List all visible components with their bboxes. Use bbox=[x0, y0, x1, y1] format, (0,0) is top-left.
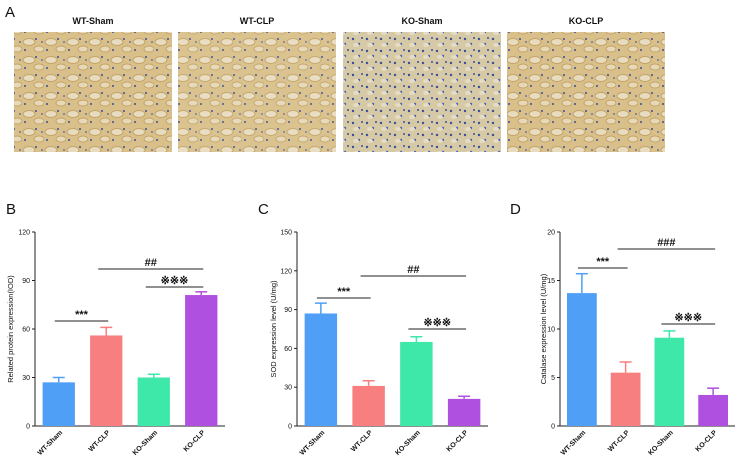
significance-label: ## bbox=[145, 257, 157, 269]
bar bbox=[610, 372, 641, 426]
y-axis-label: Catalase expression level (U/mg) bbox=[539, 273, 548, 384]
y-tick-label: 120 bbox=[280, 268, 292, 275]
panel-label: C bbox=[258, 201, 269, 218]
y-tick-label: 30 bbox=[22, 375, 30, 382]
micrograph bbox=[14, 32, 172, 152]
y-axis-label: SOD expression level (U/mg) bbox=[269, 280, 278, 378]
image-label: WT-CLP bbox=[240, 16, 275, 26]
bar bbox=[90, 335, 123, 426]
y-tick-label: 90 bbox=[284, 307, 292, 314]
image-label: KO-CLP bbox=[569, 16, 604, 26]
y-tick-label: 20 bbox=[547, 230, 555, 237]
bar bbox=[137, 377, 170, 426]
x-tick-label: KO-Sham bbox=[647, 429, 675, 457]
significance-label: ※※※ bbox=[423, 317, 451, 329]
bar bbox=[447, 398, 481, 426]
image-label: KO-Sham bbox=[401, 16, 442, 26]
y-tick-label: 30 bbox=[284, 385, 292, 392]
x-tick-label: WT-Sham bbox=[299, 429, 326, 456]
x-tick-label: WT-CLP bbox=[88, 429, 112, 453]
bar bbox=[185, 295, 218, 426]
bar bbox=[400, 341, 433, 426]
x-tick-label: KO-CLP bbox=[695, 429, 719, 453]
y-tick-label: 15 bbox=[547, 278, 555, 285]
bar bbox=[304, 313, 338, 426]
significance-label: *** bbox=[75, 309, 89, 321]
significance-label: ### bbox=[657, 237, 675, 249]
y-tick-label: 5 bbox=[551, 375, 555, 382]
y-tick-label: 0 bbox=[551, 424, 555, 431]
y-tick-label: 10 bbox=[547, 327, 555, 334]
panel-label: D bbox=[510, 201, 521, 218]
micrograph bbox=[178, 32, 336, 152]
y-tick-label: 0 bbox=[288, 424, 292, 431]
x-tick-label: KO-Sham bbox=[394, 429, 422, 457]
bar bbox=[698, 394, 728, 426]
bar bbox=[654, 337, 685, 426]
x-tick-label: WT-Sham bbox=[37, 429, 64, 456]
y-tick-label: 0 bbox=[26, 424, 30, 431]
bar bbox=[42, 382, 75, 426]
x-tick-label: WT-CLP bbox=[350, 429, 374, 453]
y-tick-label: 150 bbox=[280, 230, 292, 237]
micrograph bbox=[343, 32, 501, 152]
significance-label: ## bbox=[407, 264, 419, 276]
bar bbox=[352, 385, 385, 426]
micrograph bbox=[507, 32, 665, 152]
y-tick-label: 120 bbox=[18, 230, 30, 237]
panel-label: B bbox=[6, 201, 16, 218]
x-tick-label: WT-CLP bbox=[607, 429, 631, 453]
micrographs: WT-Sham WT-CLP KO-Sham KO-CLP bbox=[14, 16, 665, 152]
y-tick-label: 60 bbox=[284, 346, 292, 353]
significance-label: ※※※ bbox=[674, 312, 702, 324]
y-tick-label: 60 bbox=[22, 327, 30, 334]
x-tick-label: KO-Sham bbox=[132, 429, 160, 457]
y-axis-label: Related protein expression(IOD) bbox=[6, 275, 15, 383]
x-tick-label: WT-Sham bbox=[560, 429, 587, 456]
significance-label: *** bbox=[337, 286, 351, 298]
panel-label: A bbox=[5, 4, 15, 21]
bar bbox=[567, 293, 597, 426]
x-tick-label: KO-CLP bbox=[446, 429, 470, 453]
image-label: WT-Sham bbox=[72, 16, 113, 26]
x-tick-label: KO-CLP bbox=[183, 429, 207, 453]
significance-label: *** bbox=[596, 256, 610, 268]
significance-label: ※※※ bbox=[161, 275, 189, 287]
y-tick-label: 90 bbox=[22, 278, 30, 285]
